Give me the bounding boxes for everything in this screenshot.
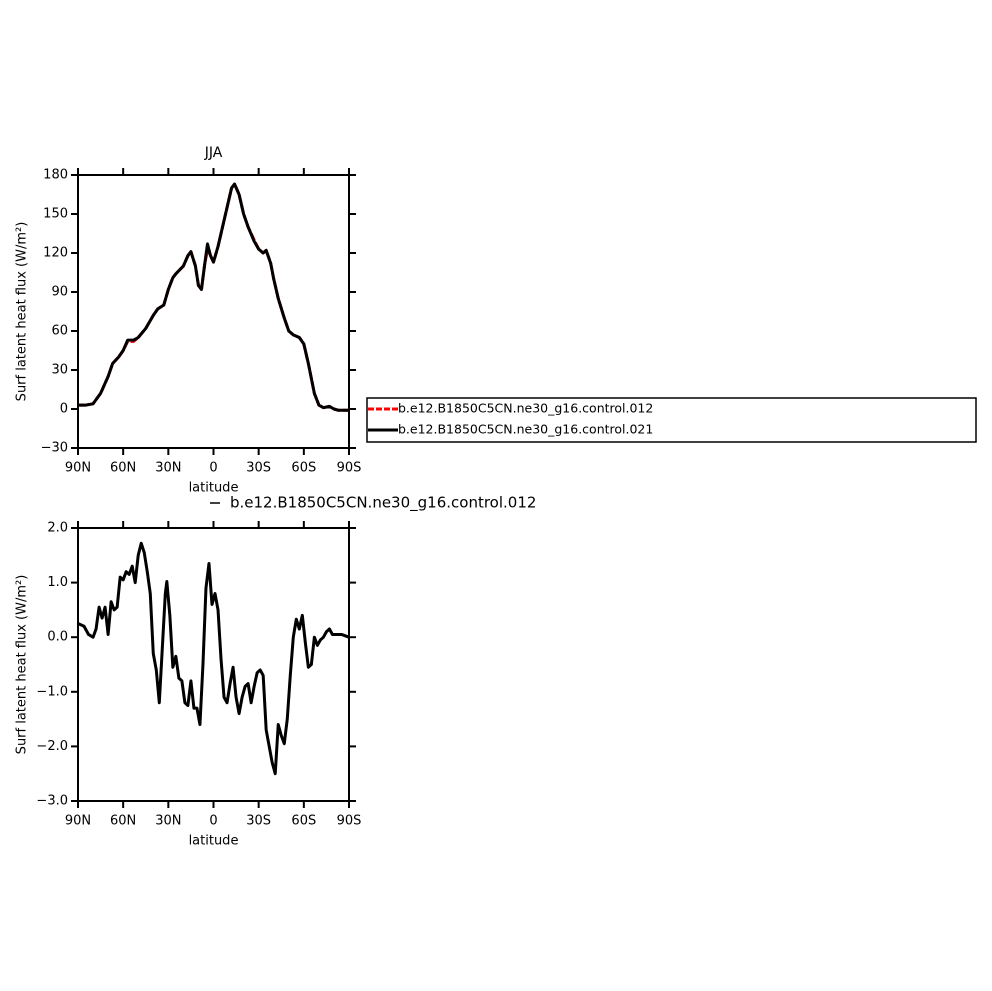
- y-tick-label: 150: [43, 207, 68, 222]
- x-axis-label: latitude: [189, 481, 239, 496]
- y-tick-label: 120: [43, 246, 68, 261]
- x-tick-label: 30S: [246, 461, 271, 476]
- y-tick-label: −1.0: [36, 684, 68, 699]
- legend-label: b.e12.B1850C5CN.ne30_g16.control.012: [398, 401, 653, 416]
- y-tick-label: 0: [60, 402, 68, 417]
- y-tick-label: 1.0: [47, 575, 68, 590]
- series-line: [78, 182, 349, 412]
- y-tick-label: −3.0: [36, 794, 68, 809]
- y-axis-label: Surf latent heat flux (W/m²): [15, 575, 30, 755]
- x-tick-label: 90N: [65, 814, 91, 829]
- y-tick-label: 60: [51, 324, 68, 339]
- x-tick-label: 60S: [291, 461, 316, 476]
- x-axis-label: latitude: [189, 834, 239, 849]
- x-tick-label: 0: [209, 814, 217, 829]
- y-tick-label: 180: [43, 168, 68, 183]
- y-tick-label: −30: [41, 441, 68, 456]
- legend-box: [366, 397, 977, 443]
- x-tick-label: 30N: [155, 814, 181, 829]
- x-tick-label: 90S: [337, 814, 362, 829]
- x-tick-label: 90S: [337, 461, 362, 476]
- y-tick-label: 30: [51, 363, 68, 378]
- y-tick-label: 0.0: [47, 630, 68, 645]
- x-tick-label: 60N: [110, 461, 136, 476]
- y-axis-label: Surf latent heat flux (W/m²): [15, 222, 30, 402]
- legend-label: b.e12.B1850C5CN.ne30_g16.control.021: [398, 422, 653, 437]
- series-line: [78, 182, 349, 412]
- series-line: [77, 541, 350, 776]
- y-tick-label: 2.0: [47, 521, 68, 536]
- legend-label: b.e12.B1850C5CN.ne30_g16.control.012: [230, 494, 536, 513]
- x-tick-label: 60S: [291, 814, 316, 829]
- x-tick-label: 0: [209, 461, 217, 476]
- y-tick-label: 90: [51, 285, 68, 300]
- x-tick-label: 30N: [155, 461, 181, 476]
- x-tick-label: 30S: [246, 814, 271, 829]
- x-tick-label: 90N: [65, 461, 91, 476]
- chart-title: JJA: [204, 145, 223, 161]
- x-tick-label: 60N: [110, 814, 136, 829]
- plot-frame: [77, 174, 350, 449]
- y-tick-label: −2.0: [36, 739, 68, 754]
